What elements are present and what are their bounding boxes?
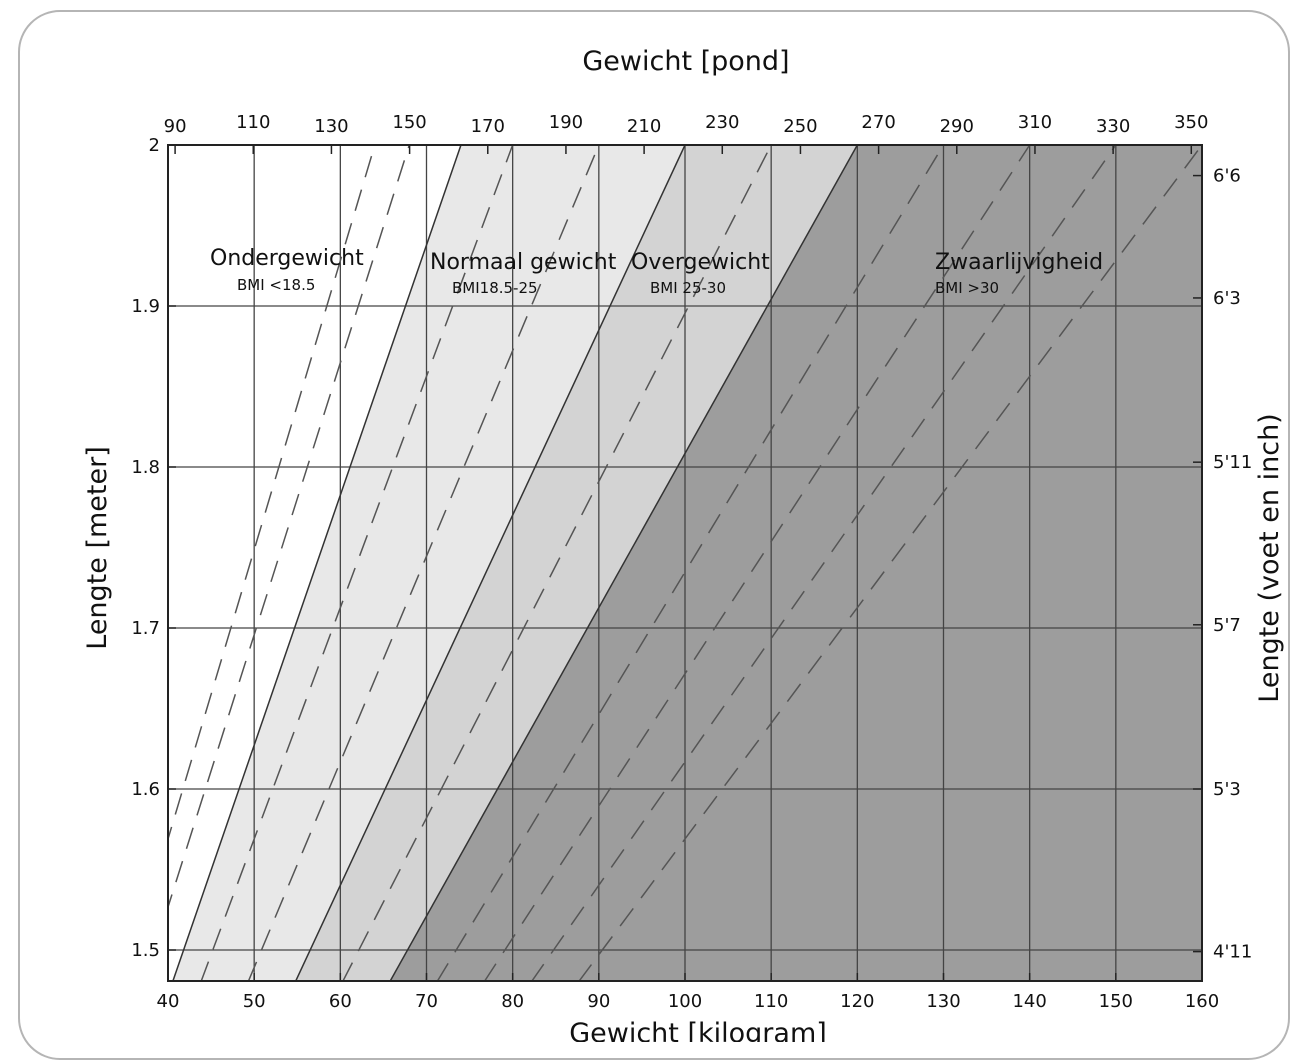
bmi-boundary-line [389,145,858,981]
zone-3-name: Overgewicht [631,250,770,275]
x-tick-label: 120 [840,991,874,1012]
y-tick-label: 1.8 [131,457,160,478]
x-tick-label: 90 [587,991,610,1012]
top-tick-label: 190 [549,112,583,133]
dashed-bmi-line [342,145,772,981]
bmi-boundary-lines [172,145,858,981]
x-tick-label: 40 [157,991,180,1012]
right-tick-label: 5'11 [1213,452,1252,473]
right-tick-label: 5'7 [1213,615,1241,636]
dashed-bmi-line [247,145,600,981]
x-tick-label: 80 [501,991,524,1012]
top-tick-label: 270 [861,112,895,133]
right-tick-label: 6'6 [1213,166,1241,187]
dashed-bmi-line [436,145,945,981]
bottom-axis-title: Gewicht [kilogram] [569,1018,827,1042]
right-tick-label: 5'3 [1213,779,1241,800]
zone-4-name: Zwaarlijvigheid [935,250,1103,275]
zone-4-bmi-range: BMI >30 [935,279,999,297]
right-axis-title: Lengte (voet en inch) [1254,413,1285,702]
top-tick-label: 210 [627,116,661,137]
top-tick-label: 230 [705,112,739,133]
bmi-zones [168,145,1202,981]
y-tick-label: 2 [149,135,160,156]
x-tick-label: 50 [243,991,266,1012]
dashed-bmi-lines [168,145,1202,981]
top-tick-label: 250 [783,116,817,137]
dashed-bmi-line [531,145,1117,981]
x-tick-label: 160 [1185,991,1219,1012]
top-axis-title: Gewicht [pond] [582,46,789,77]
top-tick-label: 90 [164,116,187,137]
x-tick-label: 60 [329,991,352,1012]
top-tick-label: 330 [1096,116,1130,137]
dashed-bmi-line [168,145,376,842]
zone-4-area [390,145,1202,981]
x-tick-label: 150 [1099,991,1133,1012]
top-tick-label: 290 [940,116,974,137]
top-tick-label: 150 [392,112,426,133]
tick-labels: 40 50 60 70 80 90 100 110 120 130 140 150 160 1.5 1.6 1… [131,112,1252,1012]
zone-labels: Ondergewicht BMI <18.5 Normaal gewicht BMI1… [210,246,1103,297]
y-tick-label: 1.9 [131,296,160,317]
tick-marks [167,144,1203,981]
grid-lines [168,145,1202,981]
top-tick-label: 130 [314,116,348,137]
y-tick-label: 1.5 [131,940,160,961]
y-tick-label: 1.7 [131,618,160,639]
right-tick-label: 6'3 [1213,288,1241,309]
bmi-boundary-line [294,145,686,981]
zone-2-bmi-range: BMI18.5-25 [452,279,538,297]
zone-1-bmi-range: BMI <18.5 [237,276,315,294]
top-tick-label: 170 [471,116,505,137]
top-tick-label: 350 [1174,112,1208,133]
zone-3-area [295,145,858,981]
x-tick-label: 130 [926,991,960,1012]
dashed-bmi-line [168,145,410,910]
x-tick-label: 140 [1012,991,1046,1012]
bmi-boundary-line [172,145,462,981]
dashed-bmi-line [200,145,514,981]
right-tick-label: 4'11 [1213,942,1252,963]
zone-2-name: Normaal gewicht [430,250,617,275]
y-tick-label: 1.6 [131,779,160,800]
x-tick-label: 110 [754,991,788,1012]
top-tick-label: 110 [236,112,270,133]
x-tick-label: 70 [415,991,438,1012]
left-axis-title: Lengte [meter] [82,446,113,650]
dashed-bmi-line [483,145,1031,981]
x-tick-label: 100 [668,991,702,1012]
zone-3-bmi-range: BMI 25-30 [650,279,726,297]
top-tick-label: 310 [1018,112,1052,133]
zone-2-area [172,145,685,981]
zone-1-name: Ondergewicht [210,246,364,271]
zone-1-area [168,145,461,981]
